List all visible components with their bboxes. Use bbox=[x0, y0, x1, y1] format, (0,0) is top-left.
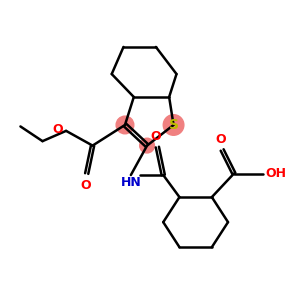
Text: HN: HN bbox=[121, 176, 142, 190]
Text: OH: OH bbox=[266, 167, 287, 180]
Circle shape bbox=[116, 116, 134, 134]
Text: O: O bbox=[52, 123, 62, 136]
Text: O: O bbox=[151, 130, 161, 142]
Circle shape bbox=[140, 138, 154, 153]
Text: O: O bbox=[80, 179, 91, 192]
Text: S: S bbox=[169, 118, 178, 132]
Circle shape bbox=[163, 115, 184, 135]
Text: O: O bbox=[215, 133, 226, 146]
